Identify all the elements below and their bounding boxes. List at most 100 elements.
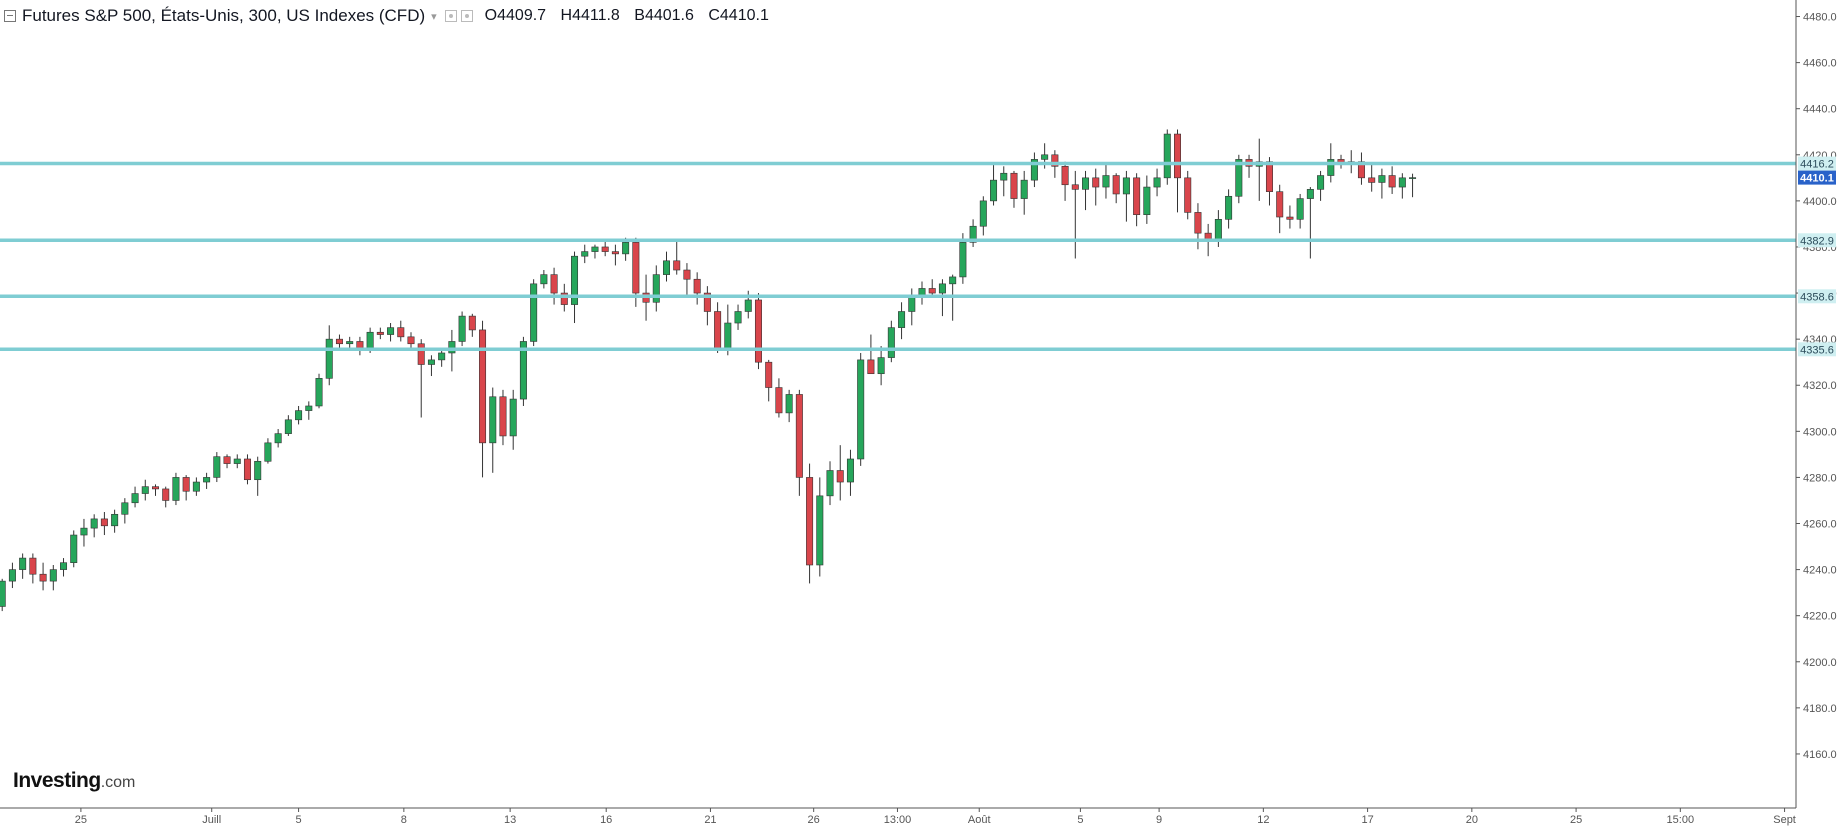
candle: [601, 240, 609, 257]
support-line-label-bg: [1798, 156, 1836, 171]
candle: [49, 564, 57, 591]
candle-body: [1286, 216, 1294, 220]
candle-body: [1357, 161, 1365, 179]
candle-body: [19, 557, 27, 570]
candle: [581, 244, 589, 264]
last-price-label-bg: [1798, 170, 1836, 185]
candle-body: [928, 288, 936, 294]
instrument-title[interactable]: Futures S&P 500, États-Unis, 300, US Ind…: [22, 6, 426, 25]
candle: [305, 401, 313, 420]
candle: [0, 578, 6, 612]
candle: [1276, 184, 1284, 234]
candle-body: [397, 327, 405, 338]
visibility-icon[interactable]: [444, 10, 457, 22]
candle-body: [233, 458, 241, 464]
support-line-label-bg: [1798, 233, 1836, 248]
candle-body: [683, 269, 691, 280]
candle: [1102, 164, 1110, 199]
candle: [571, 251, 579, 324]
candle-body: [335, 338, 343, 345]
candle: [990, 164, 998, 206]
support-resistance-lines[interactable]: [0, 161, 1796, 352]
y-tick-label: 4460.0: [1803, 58, 1837, 70]
candle-body: [969, 225, 977, 243]
x-tick-label: 13: [504, 814, 516, 826]
candle: [918, 281, 926, 305]
ohlc-open: O4409.7: [484, 7, 547, 24]
candle-body: [908, 297, 916, 312]
candle: [274, 429, 282, 448]
chevron-down-icon[interactable]: ▾: [431, 10, 437, 23]
y-tick-label: 4220.0: [1803, 611, 1837, 623]
candle-body: [1122, 177, 1130, 195]
candle-body: [1276, 191, 1284, 218]
candle: [795, 389, 803, 496]
candle: [162, 486, 170, 508]
candle-body: [959, 242, 967, 278]
candle: [867, 334, 875, 375]
candle: [530, 279, 538, 347]
x-tick-label: Sept: [1773, 814, 1796, 826]
candle: [284, 415, 292, 436]
y-tick-label: 4480.0: [1803, 12, 1837, 24]
candle-body: [662, 260, 670, 275]
candle-body: [530, 283, 538, 342]
candle-body: [990, 179, 998, 202]
candle: [1225, 189, 1233, 229]
support-line-label: 4335.6: [1800, 344, 1834, 356]
candle: [387, 323, 395, 342]
time-axis[interactable]: 25 Juill 5 8 13 16 21 26 13:00 Août 5 9 12 17 20 25 15:0…: [75, 808, 1796, 826]
candle-body: [509, 398, 517, 437]
candle-body: [714, 311, 722, 349]
candle: [295, 405, 303, 425]
candle: [397, 320, 405, 342]
candle: [540, 270, 548, 289]
y-tick-label: 4260.0: [1803, 519, 1837, 531]
candle: [714, 302, 722, 353]
candle-body: [611, 251, 619, 255]
candle-body: [243, 458, 251, 481]
candle-body: [652, 274, 660, 303]
candle: [877, 346, 885, 386]
x-tick-label: 8: [401, 814, 407, 826]
candle-body: [1092, 177, 1100, 188]
price-axis[interactable]: 4160.0 4180.0 4200.0 4220.0 4240.0 4260.0 4280…: [1796, 12, 1837, 761]
collapse-icon[interactable]: [4, 10, 16, 22]
candle: [1092, 168, 1100, 206]
x-tick-label: Août: [968, 814, 991, 826]
candle-body: [775, 387, 783, 414]
candle: [1296, 193, 1304, 229]
candle: [1143, 175, 1151, 224]
candle-body: [632, 242, 640, 294]
y-tick-label: 4240.0: [1803, 565, 1837, 577]
candle: [1184, 170, 1192, 220]
candle: [407, 332, 415, 349]
candle-body: [8, 569, 16, 582]
candle: [1388, 166, 1396, 194]
candle-body: [816, 495, 824, 566]
support-line-label: 4416.2: [1800, 159, 1834, 171]
candle: [550, 267, 558, 305]
candle-body: [1214, 219, 1222, 241]
candle: [1347, 150, 1355, 174]
candle-body: [693, 278, 701, 294]
candle: [233, 454, 241, 469]
x-tick-label: Juill: [202, 814, 221, 826]
candle-body: [49, 569, 57, 582]
x-tick-label: 16: [600, 814, 612, 826]
ohlc-high: H4411.8: [560, 7, 620, 24]
x-tick-label: 25: [1570, 814, 1582, 826]
candle: [1000, 166, 1008, 197]
candle: [8, 562, 16, 589]
candle-body: [601, 246, 609, 252]
candle-body: [1368, 177, 1376, 183]
candle-body: [376, 331, 384, 335]
candle-body: [1398, 177, 1406, 188]
y-tick-label: 4440.0: [1803, 104, 1837, 116]
candle-body: [744, 299, 752, 312]
candle: [754, 293, 762, 370]
settings-icon[interactable]: [460, 10, 473, 22]
candle-body: [979, 200, 987, 227]
candle-body: [213, 456, 221, 478]
